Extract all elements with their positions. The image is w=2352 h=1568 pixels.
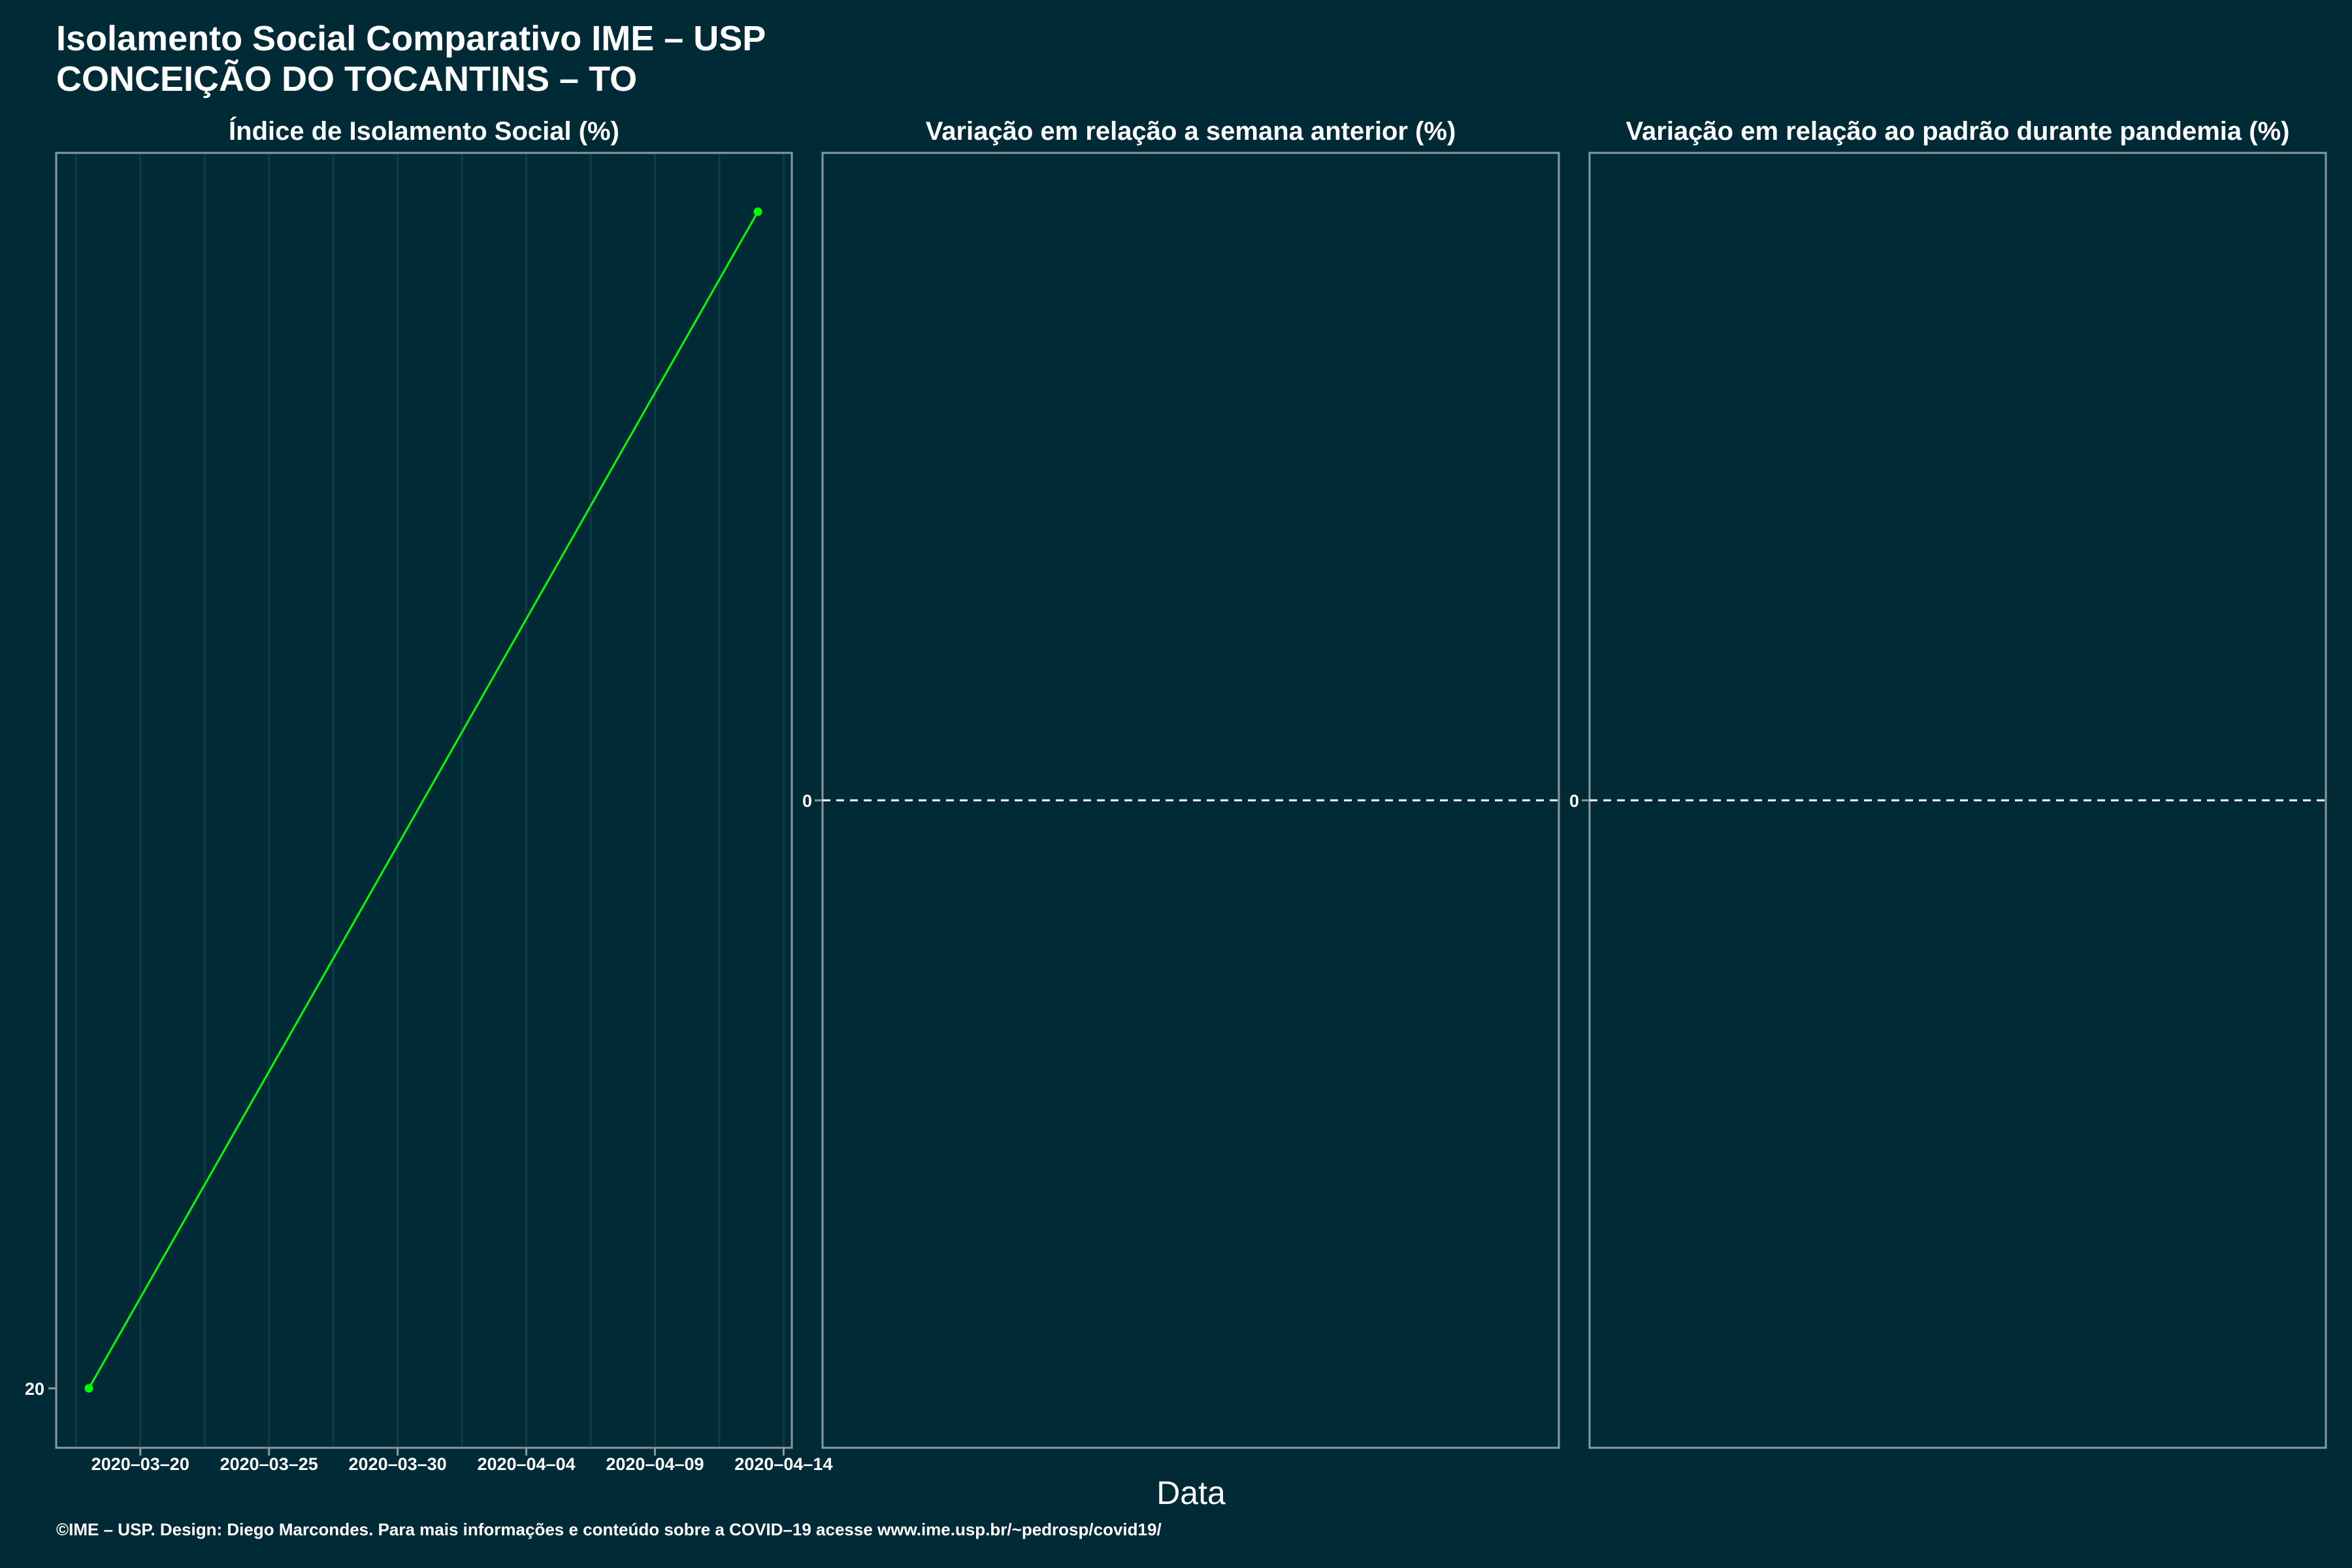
x-tick-label: 2020–04–09 bbox=[606, 1454, 704, 1474]
y-tick-label: 0 bbox=[1569, 791, 1579, 811]
page-title: Isolamento Social Comparativo IME – USP bbox=[56, 19, 766, 58]
x-tick-label: 2020–04–04 bbox=[477, 1454, 575, 1474]
data-point bbox=[753, 207, 762, 216]
page-subtitle: CONCEIÇÃO DO TOCANTINS – TO bbox=[56, 59, 638, 99]
x-tick-label: 2020–03–25 bbox=[220, 1454, 318, 1474]
x-tick-label: 2020–04–14 bbox=[734, 1454, 832, 1474]
title-block: Isolamento Social Comparativo IME – USP … bbox=[56, 18, 766, 99]
y-tick-label: 0 bbox=[802, 791, 812, 811]
x-axis-title: Data bbox=[1156, 1475, 1226, 1511]
panel-title-3: Variação em relação ao padrão durante pa… bbox=[1626, 117, 2290, 146]
y-tick-label: 20 bbox=[25, 1379, 44, 1399]
footer-credit: ©IME – USP. Design: Diego Marcondes. Par… bbox=[56, 1520, 1162, 1539]
series-line bbox=[88, 211, 759, 1389]
panel-title-2: Variação em relação a semana anterior (%… bbox=[926, 117, 1456, 146]
x-tick-label: 2020–03–20 bbox=[91, 1454, 189, 1474]
data-point bbox=[84, 1384, 93, 1393]
panel-title-1: Índice de Isolamento Social (%) bbox=[229, 116, 619, 146]
x-tick-label: 2020–03–30 bbox=[349, 1454, 447, 1474]
panel-border-1 bbox=[55, 152, 793, 1449]
